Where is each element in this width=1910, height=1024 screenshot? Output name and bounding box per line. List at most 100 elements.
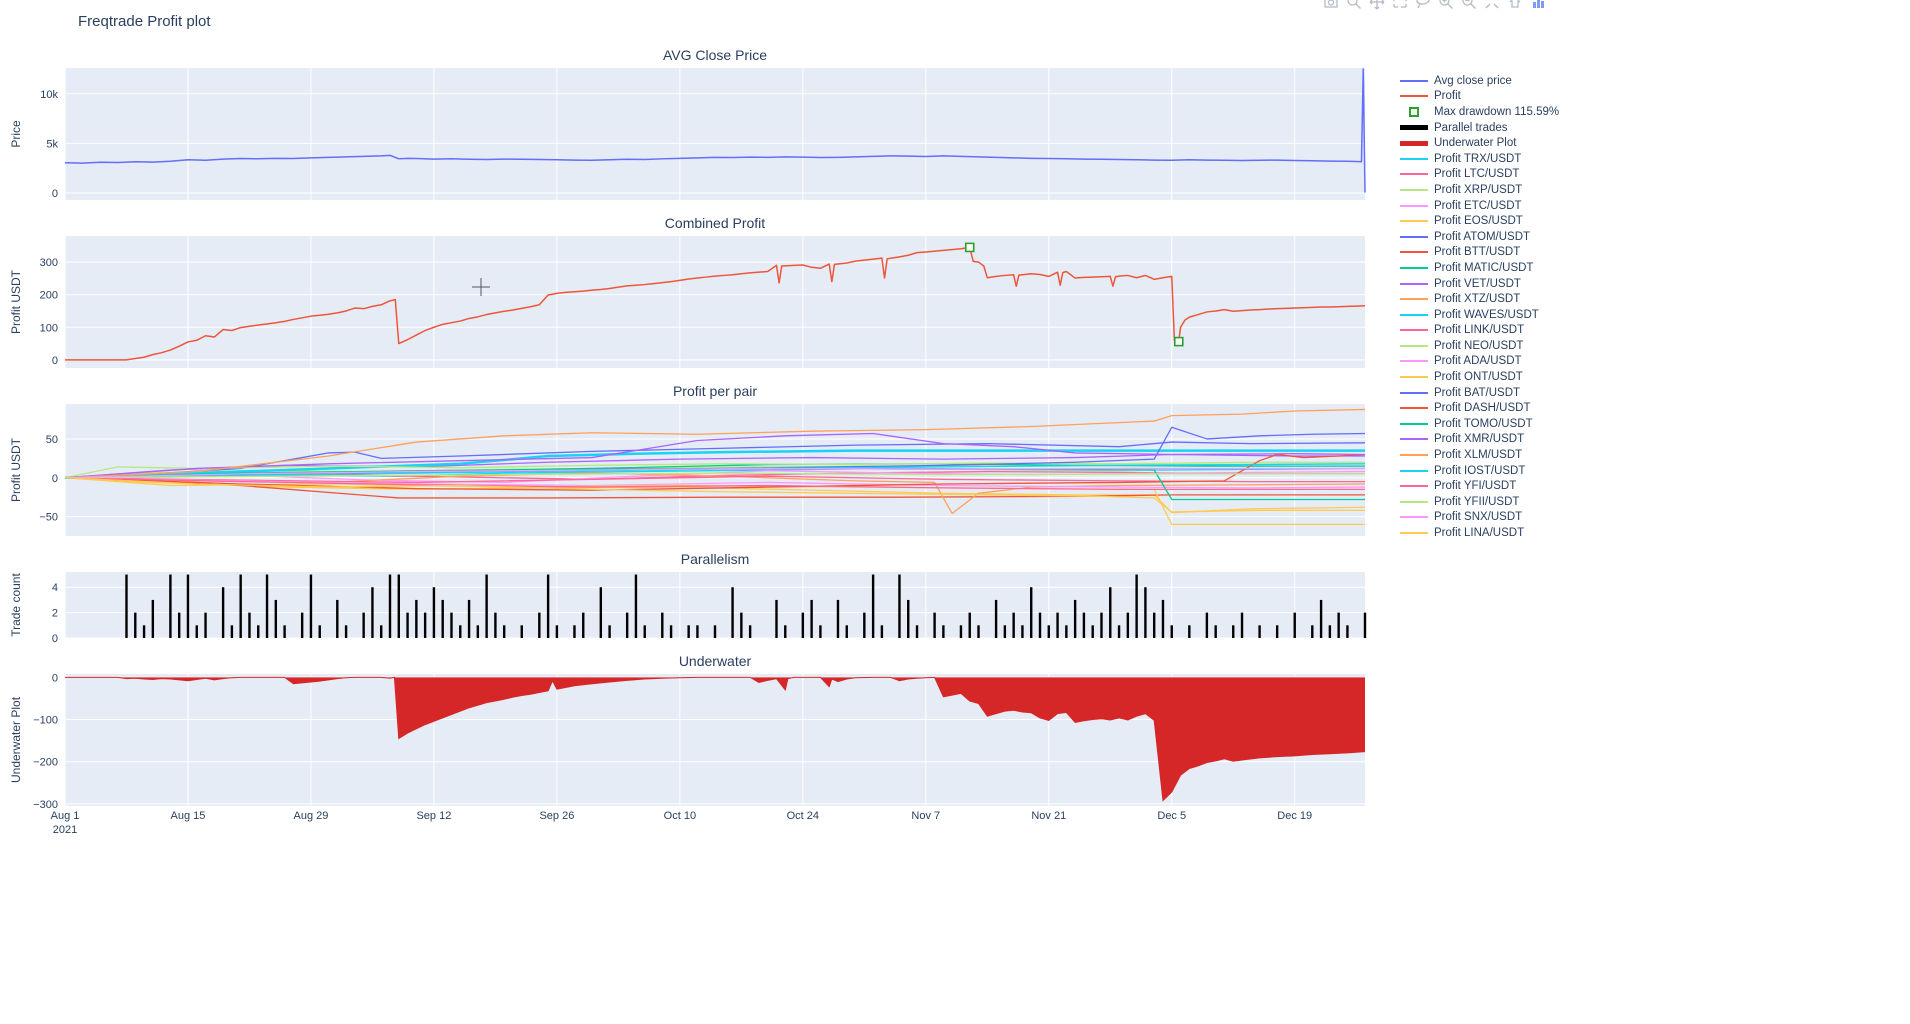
trade-count-bar <box>933 612 936 638</box>
legend-item[interactable]: Profit ATOM/USDT <box>1399 229 1559 245</box>
plot-area[interactable] <box>65 68 1365 200</box>
legend-item[interactable]: Profit YFII/USDT <box>1399 494 1559 510</box>
reset-axes-icon[interactable] <box>1507 0 1523 10</box>
legend-item[interactable]: Profit BAT/USDT <box>1399 385 1559 401</box>
legend-item[interactable]: Profit LINK/USDT <box>1399 323 1559 339</box>
trade-count-bar <box>819 625 822 638</box>
y-tick-label: −200 <box>33 757 58 769</box>
legend-item[interactable]: Profit ONT/USDT <box>1399 369 1559 385</box>
max-drawdown-marker <box>1173 336 1184 347</box>
pan-icon[interactable] <box>1369 0 1385 10</box>
trade-count-bar <box>1117 625 1121 638</box>
legend-item[interactable]: Parallel trades <box>1399 120 1559 136</box>
trade-count-bar <box>125 574 128 638</box>
trade-count-bar <box>380 625 383 638</box>
trade-count-bar <box>713 625 717 638</box>
legend-item[interactable]: Profit SNX/USDT <box>1399 510 1559 526</box>
x-tick-label: Dec 5 <box>1157 810 1186 822</box>
trade-count-bar <box>898 574 901 638</box>
trade-count-bar <box>388 574 392 638</box>
trade-count-bar <box>1293 612 1296 638</box>
trade-count-bar <box>432 587 436 638</box>
legend-item[interactable]: Profit IOST/USDT <box>1399 463 1559 479</box>
legend-line-swatch-icon <box>1399 157 1429 160</box>
legend-line-swatch-icon <box>1399 313 1429 316</box>
legend-line-swatch-icon <box>1399 360 1429 363</box>
y-tick-label: 0 <box>52 473 58 485</box>
legend-label: Profit EOS/USDT <box>1434 215 1523 228</box>
y-axis-label: Profit USDT <box>9 437 23 502</box>
x-tick-label: Dec 19 <box>1277 810 1312 822</box>
trade-count-bar <box>1258 625 1261 638</box>
legend-item[interactable]: Profit NEO/USDT <box>1399 338 1559 354</box>
legend-item[interactable]: Profit ETC/USDT <box>1399 198 1559 214</box>
legend-item[interactable]: Profit MATIC/USDT <box>1399 260 1559 276</box>
legend-item[interactable]: Profit TOMO/USDT <box>1399 416 1559 432</box>
series-line <box>64 453 1366 491</box>
legend-item[interactable]: Profit XLM/USDT <box>1399 447 1559 463</box>
x-tick-label: Sep 12 <box>416 810 451 822</box>
zoom-icon[interactable] <box>1346 0 1362 10</box>
legend-item[interactable]: Avg close price <box>1399 73 1559 89</box>
trade-count-bar <box>880 625 884 638</box>
legend-label: Profit <box>1434 90 1461 103</box>
zoom-out-icon[interactable] <box>1461 0 1477 10</box>
plot-area[interactable] <box>65 236 1365 368</box>
trade-count-bar <box>230 625 234 638</box>
y-tick-label: 5k <box>46 138 58 150</box>
legend-item[interactable]: Profit TRX/USDT <box>1399 151 1559 167</box>
legend-item[interactable]: Profit YFI/USDT <box>1399 478 1559 494</box>
zoom-in-icon[interactable] <box>1438 0 1454 10</box>
legend-item[interactable]: Profit LTC/USDT <box>1399 167 1559 183</box>
plotly-logo[interactable] <box>1530 0 1546 10</box>
legend-item[interactable]: Profit XMR/USDT <box>1399 432 1559 448</box>
legend-line-swatch-icon <box>1399 422 1429 425</box>
legend-item[interactable]: Profit ADA/USDT <box>1399 354 1559 370</box>
x-tick-label: Sep 26 <box>539 810 574 822</box>
trade-count-bar <box>696 625 699 638</box>
legend-item[interactable]: Underwater Plot <box>1399 135 1559 151</box>
subplot-title: Profit per pair <box>673 383 757 399</box>
trade-count-bar <box>1144 587 1147 638</box>
trade-count-bar <box>283 625 286 638</box>
y-axis-label: Profit USDT <box>9 269 23 334</box>
trade-count-bar <box>731 587 734 638</box>
legend-item[interactable]: Profit WAVES/USDT <box>1399 307 1559 323</box>
legend-label: Profit MATIC/USDT <box>1434 261 1534 274</box>
x-tick-label: Aug 15 <box>171 810 206 822</box>
legend-item[interactable]: Max drawdown 115.59% <box>1399 104 1559 120</box>
trade-count-bar <box>415 599 418 638</box>
trade-count-bar <box>169 574 172 638</box>
series-line <box>64 408 1366 479</box>
legend-item[interactable]: Profit XRP/USDT <box>1399 182 1559 198</box>
legend-line-swatch-icon <box>1399 188 1429 191</box>
trade-count-bar <box>195 625 198 638</box>
trade-count-bar <box>1047 625 1050 638</box>
legend-item[interactable]: Profit XTZ/USDT <box>1399 291 1559 307</box>
legend-line-swatch-icon <box>1399 173 1429 176</box>
trade-count-bar <box>784 625 787 638</box>
box-select-icon[interactable] <box>1392 0 1408 10</box>
legend-label: Profit YFII/USDT <box>1434 495 1520 508</box>
legend-item[interactable]: Profit EOS/USDT <box>1399 213 1559 229</box>
trade-count-bar <box>221 587 225 638</box>
trade-count-bar <box>1056 612 1059 638</box>
legend-item[interactable]: Profit BTT/USDT <box>1399 245 1559 261</box>
legend-line-swatch-icon <box>1399 329 1429 332</box>
legend-item[interactable]: Profit DASH/USDT <box>1399 400 1559 416</box>
trade-count-bar <box>1021 625 1024 638</box>
legend-label: Profit BAT/USDT <box>1434 386 1521 399</box>
y-tick-label: 0 <box>52 355 58 367</box>
legend-line-swatch-icon <box>1399 140 1429 146</box>
lasso-select-icon[interactable] <box>1415 0 1431 10</box>
trade-count-bar <box>546 574 550 638</box>
download-plot-icon[interactable] <box>1323 0 1339 10</box>
trade-count-bar <box>186 574 190 638</box>
y-tick-label: 10k <box>40 89 58 101</box>
legend-item[interactable]: Profit VET/USDT <box>1399 276 1559 292</box>
legend-item[interactable]: Profit <box>1399 89 1559 105</box>
legend-label: Profit BTT/USDT <box>1434 246 1521 259</box>
legend-item[interactable]: Profit LINA/USDT <box>1399 525 1559 541</box>
trade-count-bar <box>1328 625 1332 638</box>
